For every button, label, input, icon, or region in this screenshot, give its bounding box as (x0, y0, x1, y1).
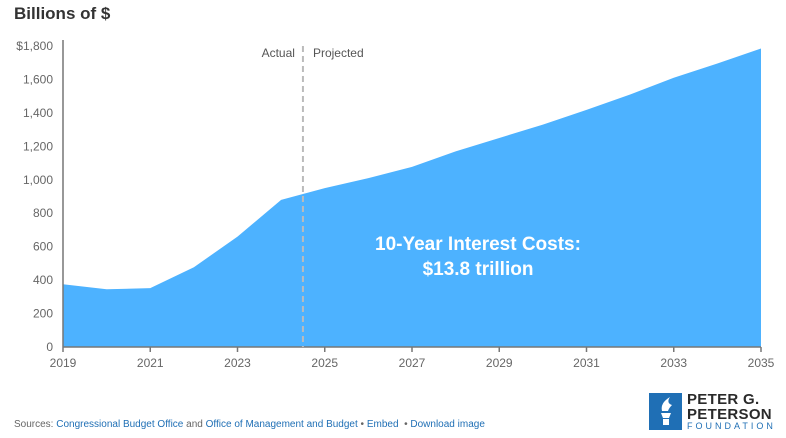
x-tick-label: 2019 (50, 356, 77, 370)
download-image-link[interactable]: Download image (410, 419, 485, 430)
area-series (63, 48, 761, 348)
x-tick-label: 2033 (660, 356, 687, 370)
y-tick-label: 200 (33, 307, 53, 321)
and-text: and (186, 419, 203, 430)
x-tick-label: 2035 (748, 356, 775, 370)
x-tick-label: 2031 (573, 356, 600, 370)
y-tick-label: 400 (33, 273, 53, 287)
cbo-link[interactable]: Congressional Budget Office (56, 419, 184, 430)
sources-label: Sources: (14, 419, 54, 430)
projected-label: Projected (313, 46, 364, 60)
separator: • (360, 419, 365, 430)
y-tick-label: $1,800 (16, 39, 53, 53)
y-tick-label: 0 (46, 340, 53, 354)
separator: • (404, 419, 408, 430)
y-tick-label: 1,600 (23, 72, 53, 86)
x-tick-label: 2023 (224, 356, 251, 370)
omb-link[interactable]: Office of Management and Budget (205, 419, 358, 430)
peterson-foundation-logo[interactable]: PETER G. PETERSON FOUNDATION (649, 392, 776, 431)
y-tick-label: 800 (33, 206, 53, 220)
x-tick-label: 2021 (137, 356, 164, 370)
embed-link[interactable]: Embed (366, 419, 399, 430)
y-tick-label: 600 (33, 240, 53, 254)
y-tick-label: 1,000 (23, 173, 53, 187)
y-tick-label: 1,400 (23, 106, 53, 120)
x-tick-label: 2027 (399, 356, 426, 370)
y-axis-title: Billions of $ (14, 4, 111, 23)
area-chart: 0 200 400 600 800 1,000 1,200 1,400 1,600 $1,800 2… (16, 39, 775, 370)
actual-label: Actual (262, 46, 295, 60)
y-tick-label: 1,200 (23, 139, 53, 153)
x-tick-label: 2025 (311, 356, 338, 370)
x-tick-label: 2029 (486, 356, 513, 370)
footer: Sources: Congressional Budget Office and… (14, 419, 485, 430)
total-cost-annotation: 10-Year Interest Costs: (375, 234, 581, 255)
total-cost-annotation: $13.8 trillion (423, 259, 534, 280)
torch-icon (649, 393, 682, 430)
